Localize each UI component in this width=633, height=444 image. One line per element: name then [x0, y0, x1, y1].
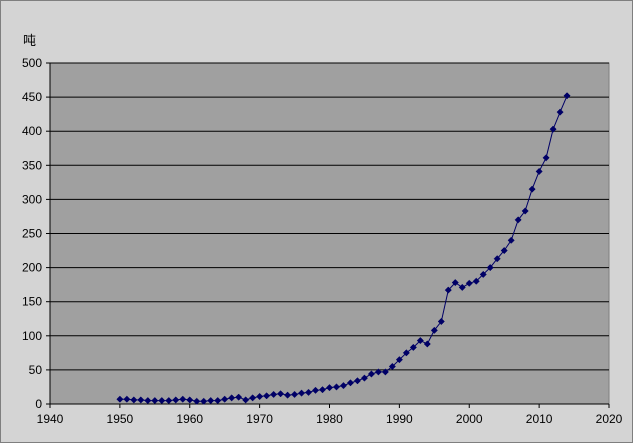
- data-point: [130, 396, 138, 404]
- data-point: [451, 279, 459, 287]
- y-tick-label: 350: [22, 158, 42, 172]
- gridlines: [50, 62, 609, 371]
- data-point: [528, 185, 536, 193]
- data-point: [458, 283, 466, 291]
- data-point: [402, 349, 410, 357]
- data-point: [556, 108, 564, 116]
- data-point: [179, 395, 187, 403]
- data-point: [332, 383, 341, 391]
- x-tick-label: 1960: [176, 412, 203, 426]
- data-point: [172, 396, 180, 404]
- y-axis-unit-label: 吨: [23, 34, 36, 49]
- x-tick-label: 1990: [386, 412, 413, 426]
- y-tick-label: 100: [22, 329, 42, 343]
- data-point: [500, 246, 508, 255]
- data-point: [353, 377, 362, 385]
- data-point: [207, 397, 215, 405]
- data-point: [144, 397, 152, 405]
- y-tick-label: 500: [22, 56, 42, 70]
- data-point: [311, 386, 320, 394]
- y-tick-label: 250: [22, 227, 42, 241]
- data-point: [339, 382, 348, 390]
- x-tick-label: 2010: [526, 412, 553, 426]
- data-point: [437, 317, 445, 326]
- data-point: [193, 397, 201, 405]
- y-tick-label: 50: [29, 363, 43, 377]
- x-axis: 1940 1950 1960 1970 1980 1990 2000 2010 2020: [37, 403, 623, 426]
- x-tick-label: 2020: [596, 412, 623, 426]
- data-point: [374, 368, 382, 376]
- x-tick-label: 1940: [37, 412, 64, 426]
- data-point: [137, 396, 145, 404]
- y-axis: 0 50 100 150 200 250 300 350 400 450 500: [22, 56, 51, 411]
- data-point: [277, 390, 285, 398]
- data-point: [395, 356, 403, 364]
- data-point: [228, 394, 236, 402]
- x-tick-label: 1950: [107, 412, 134, 426]
- data-point: [346, 379, 355, 387]
- data-point: [165, 397, 173, 405]
- data-point: [381, 368, 389, 376]
- data-point: [430, 326, 438, 334]
- series: [116, 92, 571, 405]
- data-point: [479, 270, 487, 278]
- data-point: [388, 362, 396, 371]
- data-point: [542, 154, 550, 162]
- data-point: [444, 286, 452, 294]
- data-point: [123, 395, 131, 403]
- data-point: [472, 277, 480, 285]
- y-tick-label: 450: [22, 90, 42, 104]
- data-point: [521, 207, 529, 215]
- data-point: [486, 264, 494, 272]
- data-point: [221, 395, 229, 403]
- y-tick-label: 150: [22, 295, 42, 309]
- data-point: [284, 391, 292, 399]
- data-point: [325, 384, 334, 392]
- data-point: [423, 340, 431, 348]
- data-point: [256, 392, 264, 401]
- data-point: [263, 392, 271, 400]
- data-point: [360, 374, 368, 382]
- data-point: [214, 397, 222, 405]
- data-point: [297, 389, 306, 397]
- data-point: [270, 390, 278, 399]
- data-point: [242, 396, 250, 404]
- x-tick-label: 1970: [246, 412, 273, 426]
- x-tick-label: 2000: [456, 412, 483, 426]
- data-point: [158, 397, 166, 405]
- data-point: [200, 397, 208, 405]
- data-point: [291, 390, 299, 399]
- y-tick-label: 200: [22, 261, 42, 275]
- y-tick-label: 300: [22, 192, 42, 206]
- data-point: [367, 370, 375, 378]
- x-tick-label: 1980: [316, 412, 343, 426]
- data-point: [416, 337, 424, 345]
- data-point: [563, 92, 571, 100]
- data-point: [186, 396, 194, 404]
- data-point: [535, 167, 543, 175]
- data-point: [304, 388, 313, 396]
- data-point: [465, 279, 473, 287]
- data-point: [116, 395, 124, 403]
- data-point: [235, 393, 243, 401]
- data-point: [249, 394, 257, 402]
- y-tick-label: 0: [35, 397, 42, 411]
- data-point: [318, 386, 327, 394]
- data-point: [507, 236, 515, 244]
- data-point: [493, 255, 501, 263]
- data-point: [514, 216, 522, 224]
- data-point: [151, 397, 159, 405]
- data-point: [409, 343, 417, 351]
- y-tick-label: 400: [22, 124, 42, 138]
- data-point: [549, 125, 557, 133]
